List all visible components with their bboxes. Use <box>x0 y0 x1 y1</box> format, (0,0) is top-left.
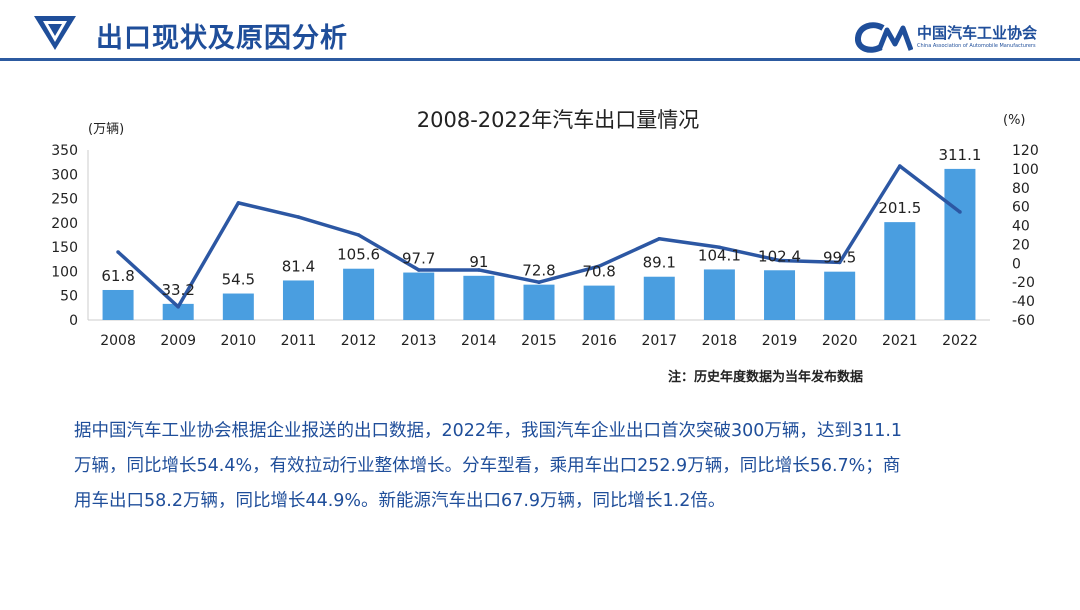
growth-point-2013 <box>416 268 421 272</box>
x-tick-label: 2022 <box>942 333 978 349</box>
chart-note: 注：历史年度数据为当年发布数据 <box>668 369 863 385</box>
y-right-tick-label: -60 <box>1012 313 1035 329</box>
x-tick-label: 2008 <box>100 333 136 349</box>
bar-value-label: 89.1 <box>643 254 676 272</box>
y-right-tick-label: -40 <box>1012 294 1035 310</box>
bar-2014 <box>463 275 495 320</box>
x-tick-label: 2016 <box>581 333 617 349</box>
paragraph-line-2: 万辆，同比增长54.4%，有效拉动行业整体增长。分车型看，乘用车出口252.9万… <box>74 456 901 476</box>
y-left-tick-label: 100 <box>51 264 78 280</box>
growth-point-2011 <box>296 215 301 219</box>
caam-logo-icon <box>855 22 913 53</box>
bar-2021 <box>884 222 916 320</box>
y-right-tick-label: 40 <box>1012 219 1030 235</box>
bar-2013 <box>403 272 435 320</box>
bar-2017 <box>643 276 675 320</box>
growth-point-2010 <box>236 201 241 205</box>
bar-value-label: 311.1 <box>938 146 981 164</box>
x-tick-label: 2018 <box>702 333 738 349</box>
page-title: 出口现状及原因分析 <box>96 23 348 54</box>
x-tick-label: 2019 <box>762 333 798 349</box>
bar-2020 <box>824 271 856 320</box>
logo-cn-text: 中国汽车工业协会 <box>917 24 1038 42</box>
bar-2015 <box>523 284 555 320</box>
x-tick-label: 2012 <box>341 333 377 349</box>
bar-2008 <box>102 289 134 320</box>
y-right-tick-label: 80 <box>1012 181 1030 197</box>
bar-value-label: 99.5 <box>823 249 856 267</box>
bar-2022 <box>944 168 976 320</box>
x-tick-label: 2017 <box>641 333 677 349</box>
growth-point-2015 <box>537 280 541 285</box>
growth-point-2016 <box>597 264 601 268</box>
bar-value-label: 104.1 <box>698 246 741 264</box>
y-right-tick-label: -20 <box>1012 275 1035 291</box>
y-axis-left-label: (万辆) <box>88 122 124 137</box>
growth-point-2008 <box>116 250 120 254</box>
bar-value-label: 81.4 <box>282 257 315 275</box>
y-right-tick-label: 120 <box>1012 143 1039 159</box>
growth-point-2012 <box>356 233 361 237</box>
bar-2019 <box>764 270 796 320</box>
growth-point-2022 <box>958 210 962 214</box>
y-left-tick-label: 350 <box>51 143 78 159</box>
growth-point-2020 <box>837 260 842 265</box>
bar-value-label: 97.7 <box>402 250 435 268</box>
growth-point-2021 <box>898 164 902 168</box>
growth-point-2017 <box>657 236 662 241</box>
bar-value-label: 91 <box>469 253 488 271</box>
bar-value-label: 54.5 <box>222 271 255 289</box>
x-tick-label: 2013 <box>401 333 437 349</box>
x-tick-label: 2015 <box>521 333 557 349</box>
y-right-tick-label: 60 <box>1012 200 1030 216</box>
y-left-tick-label: 250 <box>51 192 78 208</box>
y-axis-right-label: (%) <box>1003 113 1026 128</box>
growth-point-2014 <box>477 268 481 272</box>
paragraph-line-1: 据中国汽车工业协会根据企业报送的出口数据，2022年，我国汽车企业出口首次突破3… <box>74 421 903 441</box>
description-paragraph: 据中国汽车工业协会根据企业报送的出口数据，2022年，我国汽车企业出口首次突破3… <box>74 414 1046 519</box>
header-bar: 出口现状及原因分析 中国汽车工业协会 China Association of … <box>0 0 1080 64</box>
header-divider <box>0 58 1080 61</box>
bar-2018 <box>703 269 735 320</box>
y-left-tick-label: 150 <box>51 240 78 256</box>
y-left-tick-label: 200 <box>51 216 78 232</box>
y-right-tick-label: 0 <box>1012 256 1021 272</box>
bar-value-label: 105.6 <box>337 246 380 264</box>
bar-value-label: 201.5 <box>878 199 921 217</box>
chart-title: 2008-2022年汽车出口量情况 <box>417 108 699 132</box>
bar-value-label: 102.4 <box>758 247 801 265</box>
x-tick-label: 2014 <box>461 333 497 349</box>
y-left-tick-label: 300 <box>51 167 78 183</box>
export-chart: 2008-2022年汽车出口量情况 (万辆) (%) 0501001502002… <box>51 108 1039 385</box>
triangle-icon <box>34 16 76 50</box>
bar-2009 <box>162 303 194 320</box>
logo: 中国汽车工业协会 China Association of Automobile… <box>855 20 1070 54</box>
logo-en-text: China Association of Automobile Manufact… <box>917 43 1036 49</box>
growth-point-2018 <box>717 245 722 250</box>
x-tick-label: 2021 <box>882 333 918 349</box>
x-tick-label: 2009 <box>160 333 196 349</box>
growth-point-2019 <box>777 258 782 263</box>
y-left-tick-label: 0 <box>69 313 78 329</box>
paragraph-line-3: 用车出口58.2万辆，同比增长44.9%。新能源汽车出口67.9万辆，同比增长1… <box>74 491 726 511</box>
bar-2016 <box>583 285 615 320</box>
bar-2011 <box>282 280 314 320</box>
x-tick-label: 2010 <box>221 333 257 349</box>
bar-value-label: 72.8 <box>522 262 555 280</box>
bar-value-label: 33.2 <box>161 281 194 299</box>
y-left-tick-label: 50 <box>60 289 78 305</box>
y-right-tick-label: 20 <box>1012 237 1030 253</box>
x-tick-label: 2011 <box>281 333 317 349</box>
x-tick-label: 2020 <box>822 333 858 349</box>
growth-point-2009 <box>176 304 180 309</box>
bar-value-label: 70.8 <box>582 263 615 281</box>
y-right-tick-label: 100 <box>1012 162 1039 178</box>
bar-value-label: 61.8 <box>101 267 134 285</box>
bar-2012 <box>343 268 375 320</box>
bar-2010 <box>222 293 254 320</box>
